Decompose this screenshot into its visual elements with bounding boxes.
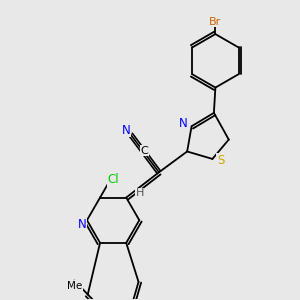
Text: Br: Br — [209, 16, 221, 27]
Text: N: N — [179, 117, 188, 130]
Text: Me: Me — [67, 281, 82, 291]
Text: H: H — [135, 188, 144, 198]
Text: S: S — [217, 154, 224, 167]
Text: Cl: Cl — [108, 173, 119, 186]
Text: N: N — [78, 218, 87, 231]
Text: C: C — [141, 146, 148, 156]
Text: N: N — [122, 124, 130, 136]
